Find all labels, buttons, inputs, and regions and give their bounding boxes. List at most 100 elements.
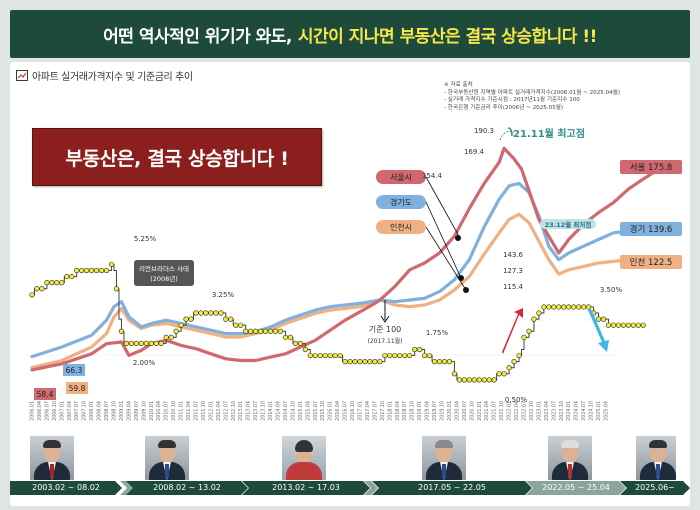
base-rate-point — [501, 371, 507, 377]
x-tick-label: 2022.04 — [514, 401, 520, 421]
base-rate-point — [49, 280, 55, 286]
base-rate-point — [193, 310, 199, 316]
x-tick-label: 2010.07 — [164, 401, 170, 421]
x-tick-label: 2018.01 — [387, 401, 393, 421]
base-rate-point — [625, 322, 631, 328]
x-tick-label: 2017.07 — [372, 401, 378, 421]
start-label-incheon-box — [66, 382, 88, 394]
end-label-gyeonggi-box — [620, 222, 682, 236]
x-tick-label: 2008.04 — [97, 401, 103, 421]
base-rate-point — [417, 346, 423, 353]
x-tick-label: 2023.10 — [559, 401, 565, 421]
base-rate-point — [576, 304, 582, 310]
legend-gyeonggi: 경기도 — [390, 197, 412, 207]
x-tick-label: 2008.01 — [89, 401, 95, 421]
x-tick-label: 2009.07 — [134, 401, 140, 421]
base-rate-point — [94, 267, 100, 274]
end-label-seoul: 서울 175.8 — [630, 163, 673, 173]
base-rate-point — [118, 328, 125, 334]
base-rate-point — [113, 286, 120, 292]
series-line-gyeonggi — [30, 181, 655, 359]
base-rate-point — [451, 371, 458, 377]
start-label-gyeonggi-box — [63, 364, 85, 376]
x-tick-label: 2020.10 — [469, 401, 475, 421]
base-rate-point — [382, 352, 388, 359]
x-tick-label: 2009.10 — [141, 401, 147, 421]
base-rate-point — [223, 316, 229, 322]
leader-line — [425, 176, 461, 239]
base-rate-point — [272, 328, 279, 334]
base-rate-point — [536, 310, 542, 316]
base-rate-point — [521, 334, 527, 340]
timeline-segment: 2008.02 ~ 13.02 — [126, 481, 248, 495]
series-line-seoul — [30, 146, 655, 372]
annotation-base-100: (2017.11월) — [367, 337, 402, 345]
base-rate-point — [74, 267, 80, 274]
x-tick-label: 2007.04 — [67, 401, 73, 421]
base-rate-point — [143, 340, 149, 347]
base-rate-point — [238, 322, 244, 328]
x-tick-label: 2016.04 — [335, 401, 341, 421]
base-rate-point — [108, 261, 115, 268]
base-rate-point — [332, 352, 338, 359]
x-tick-label: 2023.01 — [536, 401, 542, 421]
base-rate-point — [347, 359, 353, 365]
marker-dot — [455, 235, 461, 241]
source-line: - 한국부동산원 지역별 아파트 실거래가격지수(2006.01월 ~ 2025… — [444, 89, 621, 96]
annotation-lehman: 리먼브라더스 사태 — [139, 264, 189, 273]
x-tick-label: 2022.07 — [522, 401, 528, 421]
president-portrait — [548, 436, 592, 480]
x-tick-label: 2022.10 — [529, 401, 535, 421]
base-rate-point — [461, 377, 467, 383]
rate-label: 3.50% — [600, 286, 623, 294]
base-rate-point — [402, 352, 408, 359]
base-rate-point — [367, 359, 373, 365]
base-rate-point — [436, 359, 443, 365]
base-rate-point — [615, 322, 622, 328]
base-marker-arrow — [380, 315, 390, 323]
x-tick-label: 2009.04 — [126, 401, 132, 421]
x-tick-label: 2014.04 — [276, 401, 282, 421]
base-rate-point — [312, 352, 318, 359]
base-rate-point — [34, 286, 40, 292]
start-label-seoul: 58.4 — [37, 390, 54, 399]
x-tick-label: 2021.07 — [492, 401, 498, 421]
base-rate-point — [173, 328, 179, 334]
base-rate-point — [218, 310, 224, 316]
x-tick-label: 2015.10 — [320, 401, 326, 421]
legend-seoul-box — [376, 170, 426, 184]
x-tick-label: 2011.07 — [194, 401, 200, 421]
x-tick-label: 2014.01 — [268, 401, 274, 421]
base-rate-point — [128, 340, 134, 347]
annotation-base-100: 기준 100 — [369, 325, 402, 334]
base-rate-point — [39, 286, 45, 292]
base-rate-point — [213, 310, 219, 316]
start-label-seoul-box — [34, 388, 56, 400]
timeline-segment: 2022.05 ~ 25.04 — [526, 481, 626, 495]
base-rate-point — [446, 359, 453, 365]
timeline-segment: 2017.05 ~ 22.05 — [372, 481, 532, 495]
base-rate-point — [407, 352, 413, 359]
x-tick-label: 2024.04 — [574, 401, 580, 421]
x-tick-label: 2007.07 — [74, 401, 80, 421]
x-tick-label: 2011.04 — [186, 401, 192, 421]
rate-label: 3.25% — [212, 291, 235, 299]
base-rate-point — [44, 280, 50, 286]
chart-subtitle-text: 아파트 실거래가격지수 및 기준금리 추이 — [32, 72, 193, 83]
x-tick-label: 2014.07 — [283, 401, 289, 421]
x-tick-label: 2012.10 — [231, 401, 237, 421]
base-rate-point — [605, 322, 612, 328]
value-label: 115.4 — [503, 283, 524, 291]
base-rate-point — [586, 304, 592, 310]
x-tick-label: 2006.07 — [44, 401, 50, 421]
value-label: 143.6 — [503, 251, 524, 259]
base-rate-point — [208, 310, 214, 316]
legend-gyeonggi-box — [376, 195, 426, 209]
x-tick-label: 2007.10 — [82, 401, 88, 421]
base-rate-point — [640, 322, 646, 328]
base-rate-point — [203, 310, 209, 316]
x-tick-label: 2010.04 — [156, 401, 162, 421]
base-rate-point — [481, 377, 487, 383]
start-label-incheon: 59.8 — [69, 384, 86, 393]
